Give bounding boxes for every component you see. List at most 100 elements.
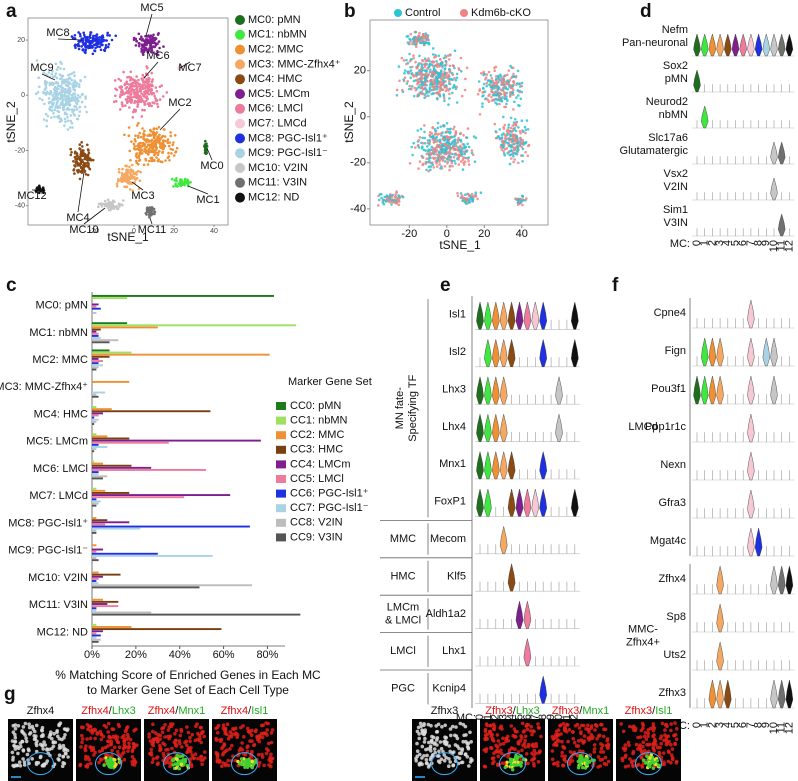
cell (155, 755, 160, 759)
cell-dot (35, 59, 39, 62)
cell-dot (144, 158, 148, 162)
cell-dot (133, 145, 136, 148)
bar (92, 295, 275, 297)
cell-dot (159, 137, 162, 140)
cell (21, 725, 26, 729)
cell-dot (417, 139, 421, 142)
cell (605, 738, 609, 743)
cell-dot (163, 144, 167, 148)
cell-dot (418, 31, 421, 35)
cell-dot (423, 42, 426, 45)
cell-dot (498, 136, 502, 140)
cell-dot (49, 89, 52, 93)
cell (130, 762, 135, 767)
cell (97, 760, 101, 765)
title-part: Zfhx3 (485, 705, 513, 717)
cell-dot (448, 79, 451, 83)
cell-dot (421, 156, 425, 159)
bar (92, 584, 253, 587)
cell (423, 736, 427, 741)
cell-dot (432, 152, 436, 156)
cell (266, 721, 270, 726)
cell (66, 755, 70, 759)
cell (107, 735, 111, 740)
cell-dot (84, 173, 88, 176)
cell-dot (62, 90, 65, 93)
cell-dot (148, 134, 151, 137)
cell-dot (78, 105, 82, 109)
cell (484, 722, 489, 726)
cell (505, 760, 509, 764)
cluster-label: MC1 (196, 194, 219, 206)
cluster-label: MC10 (69, 224, 98, 236)
cell-dot (120, 101, 124, 104)
title-part: Zfhx3 (625, 705, 653, 717)
cell (115, 750, 120, 754)
cell (93, 728, 97, 733)
cell (496, 754, 501, 759)
cell (447, 757, 451, 761)
cell-dot (388, 200, 392, 204)
cell-dot (127, 126, 131, 129)
cell (183, 740, 187, 745)
cell (592, 750, 597, 754)
title-part: / (109, 705, 113, 717)
cell-dot (171, 148, 174, 151)
cell (415, 729, 420, 734)
cell (248, 731, 252, 735)
cell-dot (486, 79, 490, 82)
cell-dot (73, 108, 76, 112)
cell (104, 753, 108, 757)
cell-dot (56, 106, 60, 110)
cell-dot (130, 98, 134, 102)
cell-dot (204, 150, 207, 154)
cell (491, 756, 496, 760)
cell-dot (145, 78, 149, 82)
cell (499, 751, 504, 756)
cell-dot (124, 172, 128, 175)
cell-dot (476, 92, 480, 96)
cell-dot (435, 60, 438, 63)
y-tick-label: -40 (350, 203, 366, 215)
cell-dot (434, 160, 438, 163)
cell-dot (499, 145, 503, 149)
cell-dot (122, 199, 125, 202)
cell-dot (521, 147, 525, 151)
title-part: Lhx3 (112, 705, 136, 717)
cell-dot (513, 118, 517, 121)
title-part: Isl1 (251, 705, 268, 717)
category-label: MC9: PGC-Isl1⁻ (8, 545, 88, 557)
cell-dot (400, 56, 404, 60)
cell-dot (431, 53, 435, 56)
cell-dot (481, 105, 484, 108)
cell-dot (417, 34, 420, 38)
bar (92, 575, 103, 578)
cell-dot (505, 129, 509, 133)
cell-dot (428, 142, 431, 146)
cell-dot (66, 128, 70, 131)
cell (51, 740, 56, 744)
cell (651, 728, 656, 733)
title-part: / (513, 705, 517, 717)
cell-dot (447, 103, 450, 106)
legend-label: MC4: HMC (248, 73, 302, 85)
cell (423, 730, 427, 734)
cell-dot (162, 139, 165, 142)
gene-label: FoxP1 (434, 496, 466, 508)
cell-dot (143, 40, 147, 44)
gene-label: Fign (665, 345, 686, 357)
cell (451, 763, 456, 767)
cell-dot (517, 94, 520, 97)
cell-dot (498, 128, 502, 131)
cell-dot (490, 95, 493, 99)
cell-dot (418, 136, 422, 139)
cell (644, 737, 649, 742)
cell-dot (146, 35, 149, 38)
cell-dot (148, 159, 151, 163)
cell-dot (132, 108, 136, 111)
cell-dot (70, 121, 74, 125)
cell-dot (123, 82, 127, 86)
cell (496, 739, 501, 743)
violin (507, 451, 516, 480)
title-part: / (652, 705, 656, 717)
